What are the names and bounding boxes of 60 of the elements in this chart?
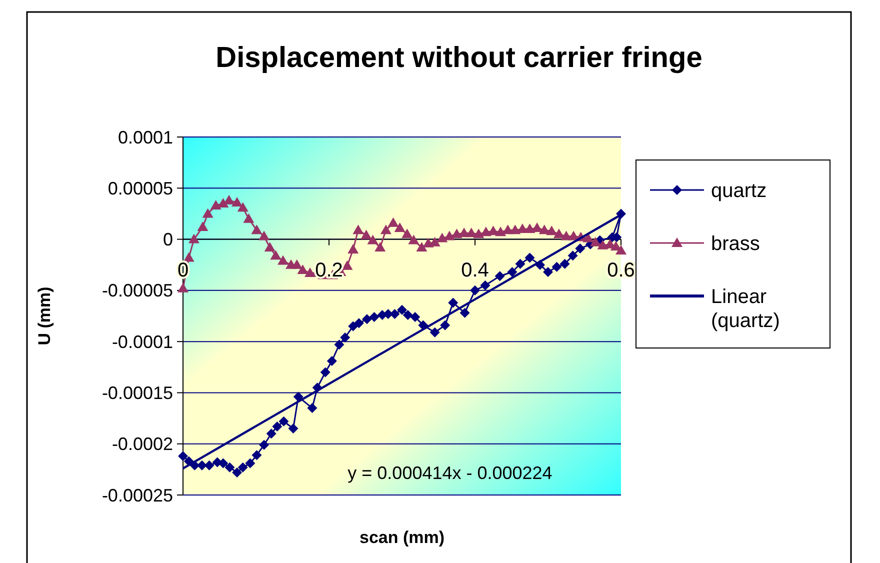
point	[288, 424, 298, 434]
legend-label: quartz	[711, 180, 767, 202]
y-tick-label: -0.00005	[102, 280, 173, 301]
point	[224, 462, 235, 472]
point	[348, 321, 358, 332]
point	[369, 312, 380, 322]
y-tick-label: -0.00025	[102, 485, 173, 506]
point	[410, 312, 420, 322]
legend-label: brass	[711, 233, 760, 255]
y-tick-label: -0.0001	[112, 332, 173, 352]
point	[402, 310, 413, 320]
point	[470, 285, 480, 296]
point	[245, 458, 256, 468]
x-tick-label: 0.4	[461, 259, 489, 282]
x-tick-label: 0.6	[607, 259, 635, 282]
y-axis-title: U (mm)	[35, 286, 54, 346]
point	[575, 243, 586, 254]
y-tick-label: -0.0002	[112, 434, 173, 454]
point	[272, 421, 282, 432]
point	[448, 298, 458, 308]
annotation: y = 0.000414x - 0.000224	[348, 463, 552, 483]
point	[320, 367, 330, 378]
point	[507, 267, 518, 278]
point	[340, 332, 350, 342]
point	[196, 460, 207, 470]
point	[278, 416, 289, 426]
point	[494, 271, 505, 282]
point	[430, 327, 440, 338]
point	[293, 392, 304, 402]
point	[560, 258, 570, 269]
point	[334, 340, 344, 350]
point	[252, 450, 262, 460]
point	[397, 304, 407, 315]
x-axis-title: scan (mm)	[359, 528, 445, 547]
point	[238, 462, 248, 472]
point	[543, 267, 553, 278]
point	[460, 308, 470, 318]
point	[390, 308, 400, 319]
point	[259, 440, 270, 450]
y-tick-label: 0	[162, 230, 173, 250]
point	[480, 280, 490, 290]
point	[178, 451, 188, 462]
chart-title: Displacement without carrier fringe	[216, 42, 702, 74]
y-tick-label: -0.00015	[102, 383, 173, 404]
point	[204, 460, 214, 470]
point	[524, 252, 535, 263]
y-tick-label: 0.00005	[108, 178, 173, 198]
point	[568, 250, 578, 261]
point	[362, 314, 372, 324]
point	[354, 318, 364, 328]
point	[232, 467, 242, 478]
legend-label: Linear (quartz)	[711, 286, 780, 332]
point	[326, 356, 337, 366]
point	[218, 458, 228, 468]
point	[266, 428, 276, 439]
point	[307, 403, 318, 414]
point	[515, 258, 526, 269]
point	[440, 320, 450, 330]
y-tick-label: 0.0001	[118, 127, 173, 148]
point	[552, 262, 562, 272]
